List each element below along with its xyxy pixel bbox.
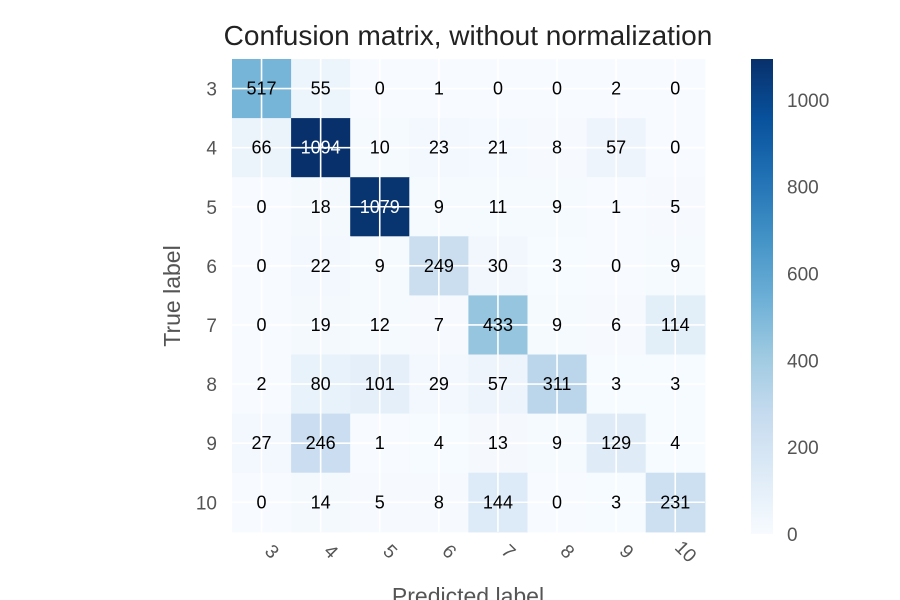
x-tick-labels: 3 4 5 6 7 8 9 10 <box>260 537 700 567</box>
cell-value: 9 <box>552 433 562 453</box>
y-tick-label: 5 <box>206 198 217 219</box>
cell-value: 13 <box>488 433 508 453</box>
cell-value: 12 <box>370 315 390 335</box>
cell-value: 433 <box>483 315 513 335</box>
cell-value: 19 <box>311 315 331 335</box>
y-tick-label: 3 <box>206 80 217 101</box>
cell-value: 0 <box>257 492 267 512</box>
y-tick-label: 4 <box>206 139 217 160</box>
x-tick-label: 3 <box>260 541 282 563</box>
colorbar <box>751 59 773 534</box>
cell-value: 9 <box>552 315 562 335</box>
cell-value: 3 <box>670 374 680 394</box>
cell-value: 231 <box>660 492 690 512</box>
colorbar-tick-label: 200 <box>787 438 819 459</box>
cell-value: 517 <box>247 79 277 99</box>
cell-value: 1 <box>375 433 385 453</box>
heatmap-grid <box>232 59 705 532</box>
cell-value: 4 <box>434 433 444 453</box>
cell-value: 21 <box>488 138 508 158</box>
cell-value: 1079 <box>360 197 400 217</box>
cell-value: 9 <box>552 197 562 217</box>
colorbar-tick-label: 400 <box>787 351 819 372</box>
cell-value: 7 <box>434 315 444 335</box>
cell-value: 66 <box>252 138 272 158</box>
cell-value: 2 <box>611 79 621 99</box>
colorbar-tick-label: 600 <box>787 264 819 285</box>
cell-value: 0 <box>670 138 680 158</box>
cell-value-labels: 517 55 0 1 0 0 2 066 1094 10 23 21 8 57 00 18 1079 9 11 9 1 5… <box>247 79 691 513</box>
cell-value: 57 <box>488 374 508 394</box>
colorbar-tick-labels: 0 200 400 600 800 1000 <box>787 91 829 546</box>
x-tick-label: 8 <box>556 541 578 563</box>
cell-value: 101 <box>365 374 395 394</box>
colorbar-tick-label: 0 <box>787 525 798 546</box>
cell-value: 3 <box>611 374 621 394</box>
cell-value: 114 <box>661 315 690 335</box>
cell-value: 9 <box>375 256 385 276</box>
cell-value: 0 <box>670 79 680 99</box>
cell-value: 246 <box>306 433 336 453</box>
cell-value: 1 <box>434 79 444 99</box>
cell-value: 11 <box>489 197 508 217</box>
cell-value: 0 <box>493 79 503 99</box>
cell-value: 0 <box>257 256 267 276</box>
cell-value: 29 <box>429 374 449 394</box>
colorbar-tick-label: 1000 <box>787 91 829 112</box>
y-tick-label: 8 <box>206 375 217 396</box>
cell-value: 30 <box>488 256 508 276</box>
x-tick-label: 6 <box>438 541 460 563</box>
cell-value: 9 <box>670 256 680 276</box>
cell-value: 6 <box>611 315 621 335</box>
cell-value: 57 <box>606 138 626 158</box>
cell-value: 0 <box>611 256 621 276</box>
x-tick-label: 7 <box>497 541 519 563</box>
cell-value: 0 <box>257 197 267 217</box>
colorbar-tick-label: 800 <box>787 178 819 199</box>
cell-value: 129 <box>601 433 631 453</box>
cell-value: 80 <box>311 374 331 394</box>
y-tick-label: 6 <box>206 257 217 278</box>
cell-value: 5 <box>670 197 680 217</box>
cell-value: 22 <box>311 256 331 276</box>
x-tick-label: 4 <box>319 541 342 564</box>
cell-value: 3 <box>611 492 621 512</box>
x-tick-label: 5 <box>378 541 400 563</box>
cell-value: 9 <box>434 197 444 217</box>
cell-value: 0 <box>257 315 267 335</box>
y-axis-label: True label <box>159 245 185 346</box>
cell-value: 311 <box>543 374 572 394</box>
cell-value: 55 <box>311 79 331 99</box>
y-tick-labels: 3 4 5 6 7 8 9 10 <box>196 80 218 515</box>
cell-value: 0 <box>552 492 562 512</box>
cell-value: 2 <box>257 374 267 394</box>
cell-value: 14 <box>311 492 331 512</box>
x-tick-label: 10 <box>670 537 700 567</box>
cell-value: 10 <box>370 138 390 158</box>
cell-value: 18 <box>311 197 331 217</box>
cell-value: 27 <box>252 433 272 453</box>
cell-value: 23 <box>429 138 449 158</box>
y-tick-label: 9 <box>206 434 217 455</box>
cell-value: 0 <box>552 79 562 99</box>
cell-value: 1 <box>611 197 621 217</box>
y-tick-label: 7 <box>206 316 217 337</box>
chart-title: Confusion matrix, without normalization <box>224 20 713 51</box>
cell-value: 4 <box>670 433 680 453</box>
cell-value: 8 <box>552 138 562 158</box>
cell-value: 3 <box>552 256 562 276</box>
cell-value: 0 <box>375 79 385 99</box>
cell-value: 1094 <box>301 138 341 158</box>
cell-value: 249 <box>424 256 454 276</box>
y-tick-label: 10 <box>196 493 217 514</box>
x-tick-label: 9 <box>615 541 637 563</box>
cell-value: 144 <box>483 492 513 512</box>
heatmap-cells <box>232 59 706 533</box>
cell-value: 5 <box>375 492 385 512</box>
x-axis-label: Predicted label <box>392 583 544 600</box>
cell-value: 8 <box>434 492 444 512</box>
